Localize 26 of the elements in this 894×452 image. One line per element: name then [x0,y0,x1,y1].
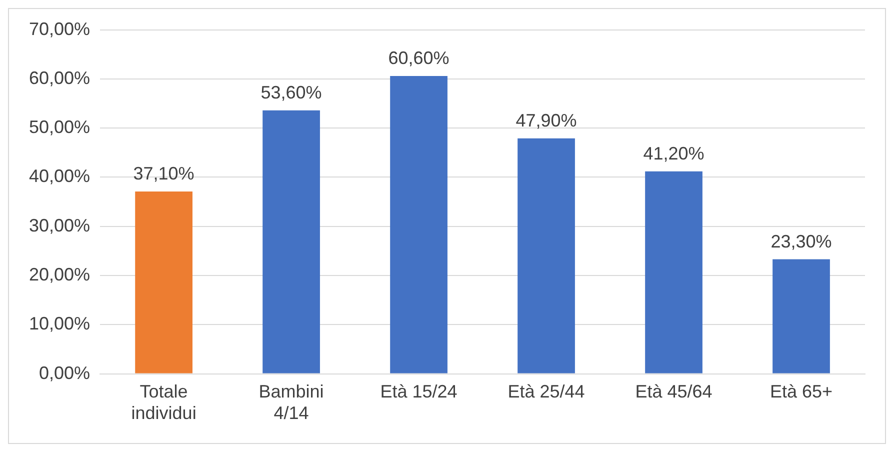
x-tick-label: Età 65+ [770,382,833,402]
y-tick-label: 70,00% [28,18,90,39]
bar [518,138,575,374]
bar [390,76,448,374]
bar [262,110,320,374]
y-tick-label: 40,00% [28,166,90,186]
data-label: 53,60% [260,82,322,102]
bar [645,171,702,374]
y-tick-label: 10,00% [28,314,90,334]
data-label: 41,20% [643,143,704,164]
y-tick-label: 60,00% [28,68,90,88]
x-tick-label: Età 45/64 [635,382,712,402]
y-tick-label: 20,00% [28,264,90,284]
data-label: 47,90% [516,110,577,130]
bar [135,191,192,374]
x-tick-label: Età 25/44 [508,382,585,402]
bar [772,259,830,374]
x-tick-label: Età 15/24 [380,382,458,402]
data-label: 37,10% [133,163,194,184]
x-tick-label: Bambini 4/14 [258,382,324,424]
y-tick-label: 50,00% [28,117,90,138]
x-tick-label: Totale individui [131,382,196,424]
y-tick-label: 30,00% [28,215,90,236]
y-tick-label: 0,00% [39,362,90,383]
data-label: 23,30% [770,231,832,252]
data-label: 60,60% [388,48,450,68]
